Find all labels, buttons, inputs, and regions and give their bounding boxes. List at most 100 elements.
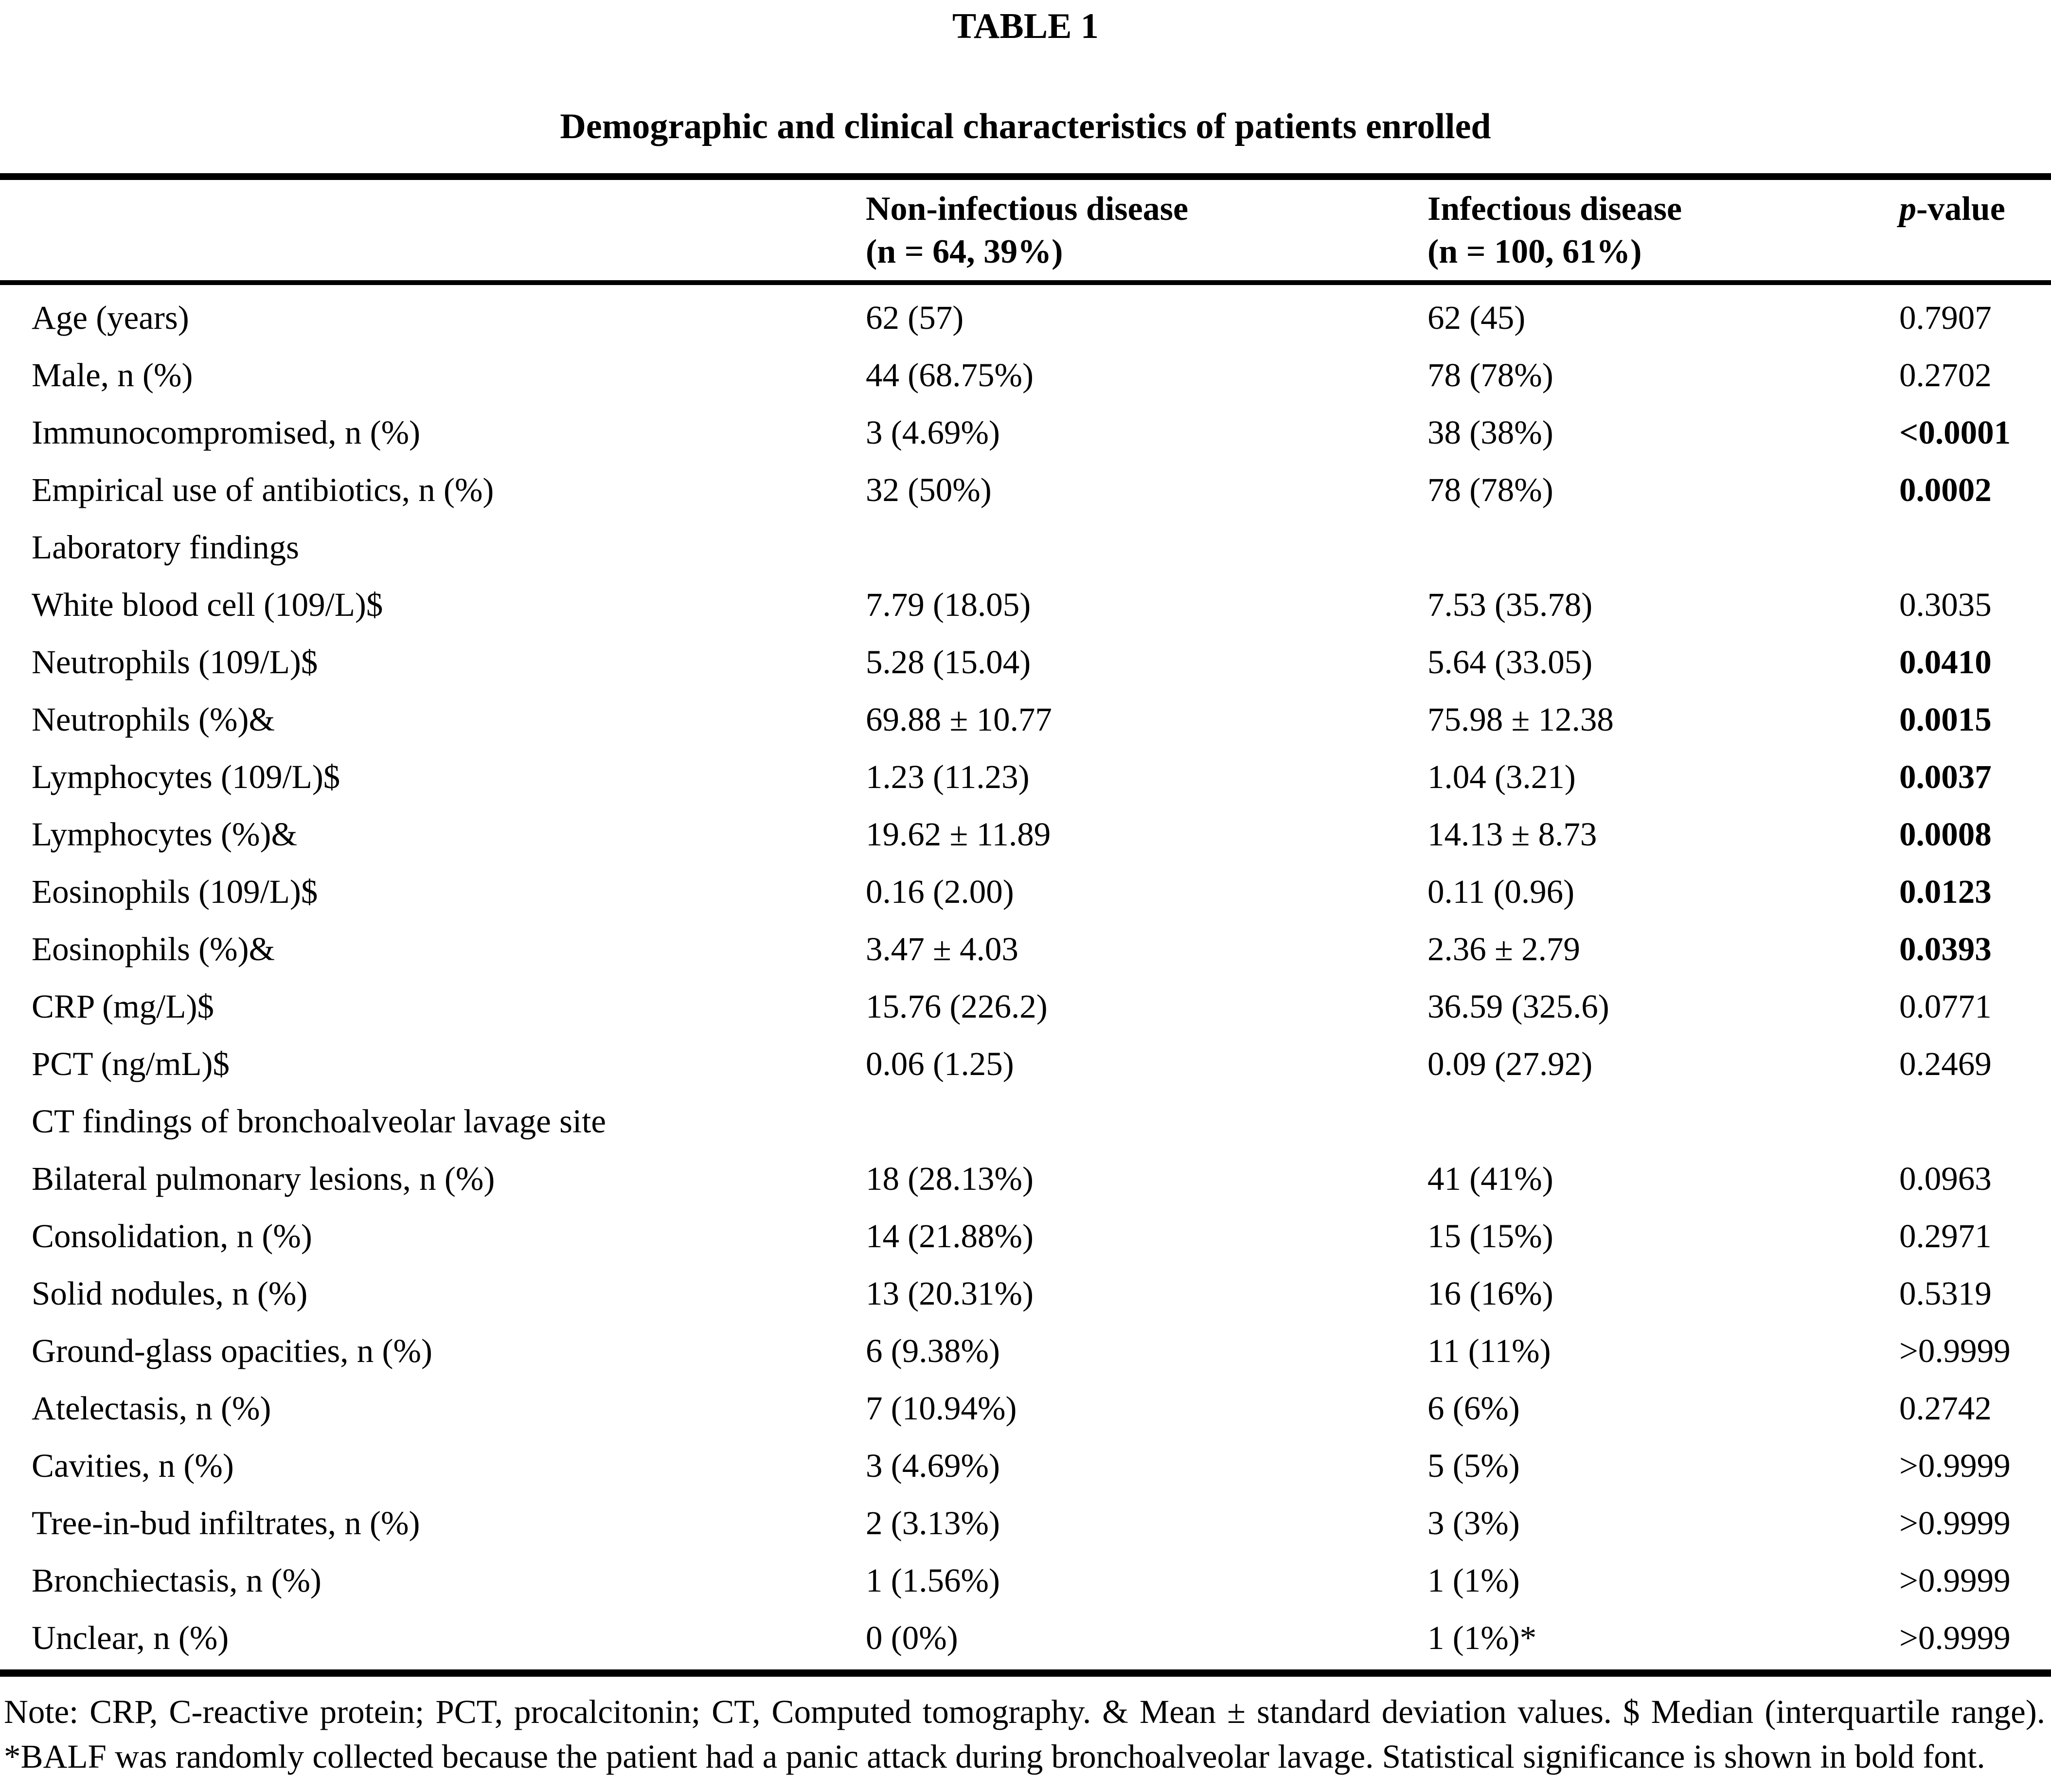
row-value-non-infectious: 62 (57): [866, 299, 964, 336]
row-value-non-infectious: 3 (4.69%): [866, 414, 1000, 451]
table-row: Eosinophils (%)& 3.47 ± 4.03 2.36 ± 2.79 0.…: [0, 920, 2051, 978]
row-value-infectious: [1427, 519, 1899, 576]
header-non-infectious-line2: (n = 64, 39%): [866, 233, 1063, 270]
row-value-non-infectious: 0 (0%): [866, 1619, 958, 1656]
p-value-italic-p: p: [1899, 190, 1916, 228]
row-value-infectious: 0.09 (27.92): [1427, 1045, 1593, 1082]
table-row: Empirical use of antibiotics, n (%) 32 (5…: [0, 461, 2051, 519]
row-p-value: >0.9999: [1899, 1505, 2011, 1541]
row-label: CRP (mg/L)$: [32, 988, 214, 1025]
row-label: Laboratory findings: [32, 529, 299, 566]
row-label: Age (years): [32, 299, 189, 336]
row-value-infectious: 6 (6%): [1427, 1390, 1520, 1427]
row-p-value: 0.0963: [1899, 1160, 1992, 1197]
row-label: Bronchiectasis, n (%): [32, 1562, 321, 1599]
row-value-infectious: 36.59 (325.6): [1427, 988, 1609, 1025]
row-value-infectious: 78 (78%): [1427, 471, 1553, 508]
row-p-value: >0.9999: [1899, 1332, 2011, 1369]
row-label: Neutrophils (109/L)$: [32, 644, 318, 681]
header-p-value-line: p-value: [1899, 188, 2051, 231]
row-label: Neutrophils (%)&: [32, 701, 275, 738]
row-value-infectious: 14.13 ± 8.73: [1427, 816, 1597, 853]
row-value-non-infectious: 7 (10.94%): [866, 1390, 1017, 1427]
table-row: Immunocompromised, n (%) 3 (4.69%) 38 (38%…: [0, 404, 2051, 461]
row-value-non-infectious: 3.47 ± 4.03: [866, 931, 1018, 968]
table-section-row: Laboratory findings: [0, 519, 2051, 576]
row-label: Lymphocytes (109/L)$: [32, 758, 340, 795]
header-infectious-line2: (n = 100, 61%): [1427, 233, 1642, 270]
row-p-value: 0.0771: [1899, 988, 1992, 1025]
row-p-value: [1899, 1093, 2051, 1150]
row-label: Atelectasis, n (%): [32, 1390, 271, 1427]
row-value-infectious: 5 (5%): [1427, 1447, 1520, 1484]
row-value-non-infectious: 15.76 (226.2): [866, 988, 1048, 1025]
row-label: CT findings of bronchoalveolar lavage si…: [32, 1103, 606, 1140]
row-value-infectious: 16 (16%): [1427, 1275, 1553, 1312]
header-p-value: p-value: [1899, 188, 2051, 273]
table-row: Neutrophils (109/L)$ 5.28 (15.04) 5.64 (33…: [0, 633, 2051, 691]
table-caption: Demographic and clinical characteristics…: [560, 107, 1491, 146]
table-header-row: Non-infectious disease (n = 64, 39%) Inf…: [0, 173, 2051, 285]
row-value-non-infectious: 18 (28.13%): [866, 1160, 1034, 1197]
row-value-infectious: 38 (38%): [1427, 414, 1553, 451]
row-p-value: 0.3035: [1899, 586, 1992, 623]
row-value-non-infectious: 1.23 (11.23): [866, 758, 1030, 795]
row-p-value: [1899, 519, 2051, 576]
table-row: Solid nodules, n (%) 13 (20.31%) 16 (16%) 0…: [0, 1265, 2051, 1322]
table-footnote: Note: CRP, C-reactive protein; PCT, proc…: [4, 1693, 2045, 1775]
row-label: Empirical use of antibiotics, n (%): [32, 471, 494, 508]
header-non-infectious-line1: Non-infectious disease: [866, 190, 1189, 228]
row-value-non-infectious: 0.06 (1.25): [866, 1045, 1014, 1082]
row-label: Ground-glass opacities, n (%): [32, 1332, 432, 1369]
row-value-infectious: [1427, 1093, 1899, 1150]
row-value-non-infectious: 32 (50%): [866, 471, 992, 508]
row-p-value: 0.0002: [1899, 471, 1992, 508]
row-value-infectious: 41 (41%): [1427, 1160, 1553, 1197]
table-row: Consolidation, n (%) 14 (21.88%) 15 (15%) 0…: [0, 1207, 2051, 1265]
row-value-infectious: 75.98 ± 12.38: [1427, 701, 1614, 738]
row-value-infectious: 3 (3%): [1427, 1505, 1520, 1541]
row-label: PCT (ng/mL)$: [32, 1045, 230, 1082]
row-label: Immunocompromised, n (%): [32, 414, 421, 451]
table-row: Male, n (%) 44 (68.75%) 78 (78%) 0.2702: [0, 346, 2051, 404]
row-label: Unclear, n (%): [32, 1619, 229, 1656]
table-number-title: TABLE 1: [952, 6, 1099, 46]
row-value-non-infectious: 1 (1.56%): [866, 1562, 1000, 1599]
row-value-infectious: 1 (1%)*: [1427, 1619, 1537, 1656]
table-row: Lymphocytes (109/L)$ 1.23 (11.23) 1.04 (3.…: [0, 748, 2051, 806]
row-label: Eosinophils (%)&: [32, 931, 275, 968]
row-value-infectious: 2.36 ± 2.79: [1427, 931, 1580, 968]
table-row: Tree-in-bud infiltrates, n (%) 2 (3.13%) 3…: [0, 1494, 2051, 1552]
row-p-value: >0.9999: [1899, 1619, 2011, 1656]
row-value-non-infectious: 14 (21.88%): [866, 1218, 1034, 1254]
row-p-value: 0.5319: [1899, 1275, 1992, 1312]
row-label: Eosinophils (109/L)$: [32, 873, 318, 910]
row-label: Lymphocytes (%)&: [32, 816, 298, 853]
row-label: Male, n (%): [32, 357, 193, 394]
row-p-value: <0.0001: [1899, 414, 2011, 451]
row-p-value: 0.2469: [1899, 1045, 1992, 1082]
row-p-value: 0.0410: [1899, 644, 1992, 681]
row-p-value: 0.0008: [1899, 816, 1992, 853]
table-row: Lymphocytes (%)& 19.62 ± 11.89 14.13 ± 8.7…: [0, 806, 2051, 863]
table-row: Ground-glass opacities, n (%) 6 (9.38%) 11…: [0, 1322, 2051, 1380]
row-value-non-infectious: 6 (9.38%): [866, 1332, 1000, 1369]
table-row: White blood cell (109/L)$ 7.79 (18.05) 7.5…: [0, 576, 2051, 633]
row-label: Tree-in-bud infiltrates, n (%): [32, 1505, 420, 1541]
table-row: Bronchiectasis, n (%) 1 (1.56%) 1 (1%) >0.9…: [0, 1552, 2051, 1609]
row-value-non-infectious: 44 (68.75%): [866, 357, 1034, 394]
table-row: CRP (mg/L)$ 15.76 (226.2) 36.59 (325.6) 0.0…: [0, 978, 2051, 1035]
row-p-value: >0.9999: [1899, 1447, 2011, 1484]
row-value-infectious: 1.04 (3.21): [1427, 758, 1576, 795]
row-p-value: 0.0393: [1899, 931, 1992, 968]
table-row: PCT (ng/mL)$ 0.06 (1.25) 0.09 (27.92) 0.246…: [0, 1035, 2051, 1093]
row-value-non-infectious: [866, 519, 1427, 576]
table-body: Age (years) 62 (57) 62 (45) 0.7907 Male, n (…: [0, 285, 2051, 1677]
row-value-infectious: 5.64 (33.05): [1427, 644, 1593, 681]
row-p-value: 0.0015: [1899, 701, 1992, 738]
row-p-value: 0.0123: [1899, 873, 1992, 910]
row-value-non-infectious: 0.16 (2.00): [866, 873, 1014, 910]
row-label: White blood cell (109/L)$: [32, 586, 383, 623]
row-label: Solid nodules, n (%): [32, 1275, 308, 1312]
